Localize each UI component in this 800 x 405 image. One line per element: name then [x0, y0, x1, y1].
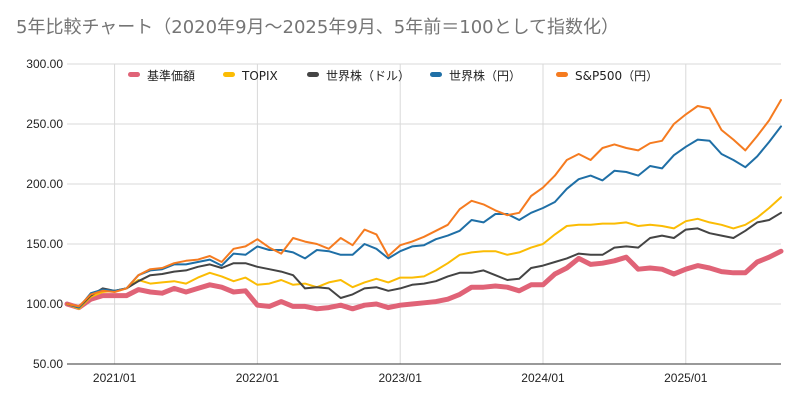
- y-tick-label: 100.00: [26, 297, 63, 311]
- legend: 基準価額 TOPIX 世界株（ドル） 世界株（円） S&P500（円）: [128, 68, 658, 83]
- legend-label: 基準価額: [147, 68, 195, 83]
- legend-swatch: [128, 72, 140, 77]
- legend-swatch: [430, 72, 442, 77]
- y-tick-label: 150.00: [26, 237, 63, 251]
- grid: [67, 63, 781, 365]
- x-tick-label: 2023/01: [379, 371, 423, 385]
- series-line-1: [66, 196, 782, 310]
- series-line-0: [64, 248, 784, 312]
- series-lines: [64, 99, 784, 312]
- y-tick-label: 250.00: [26, 117, 63, 131]
- x-tick-label: 2022/01: [236, 371, 280, 385]
- legend-swatch: [223, 72, 235, 77]
- legend-label: S&P500（円）: [575, 69, 658, 83]
- legend-swatch: [556, 72, 568, 77]
- chart-title: 5年比較チャート（2020年9月〜2025年9月、5年前＝100として指数化）: [16, 17, 619, 38]
- x-tick-label: 2025/01: [664, 371, 708, 385]
- legend-label: TOPIX: [241, 69, 278, 83]
- series-line-3: [66, 125, 782, 309]
- legend-label: 世界株（ドル）: [326, 68, 410, 83]
- x-tick-label: 2021/01: [93, 371, 137, 385]
- x-axis: 2021/01 2022/01 2023/01 2024/01 2025/01: [67, 363, 781, 385]
- y-tick-label: 300.00: [26, 57, 63, 71]
- series-line-2: [66, 211, 782, 309]
- legend-label: 世界株（円）: [449, 68, 521, 83]
- legend-swatch: [307, 72, 319, 77]
- y-tick-label: 200.00: [26, 177, 63, 191]
- y-axis: 50.00 100.00 150.00 200.00 250.00 300.00: [26, 57, 63, 371]
- y-tick-label: 50.00: [33, 357, 63, 371]
- x-tick-label: 2024/01: [521, 371, 565, 385]
- series-line-4: [66, 99, 782, 308]
